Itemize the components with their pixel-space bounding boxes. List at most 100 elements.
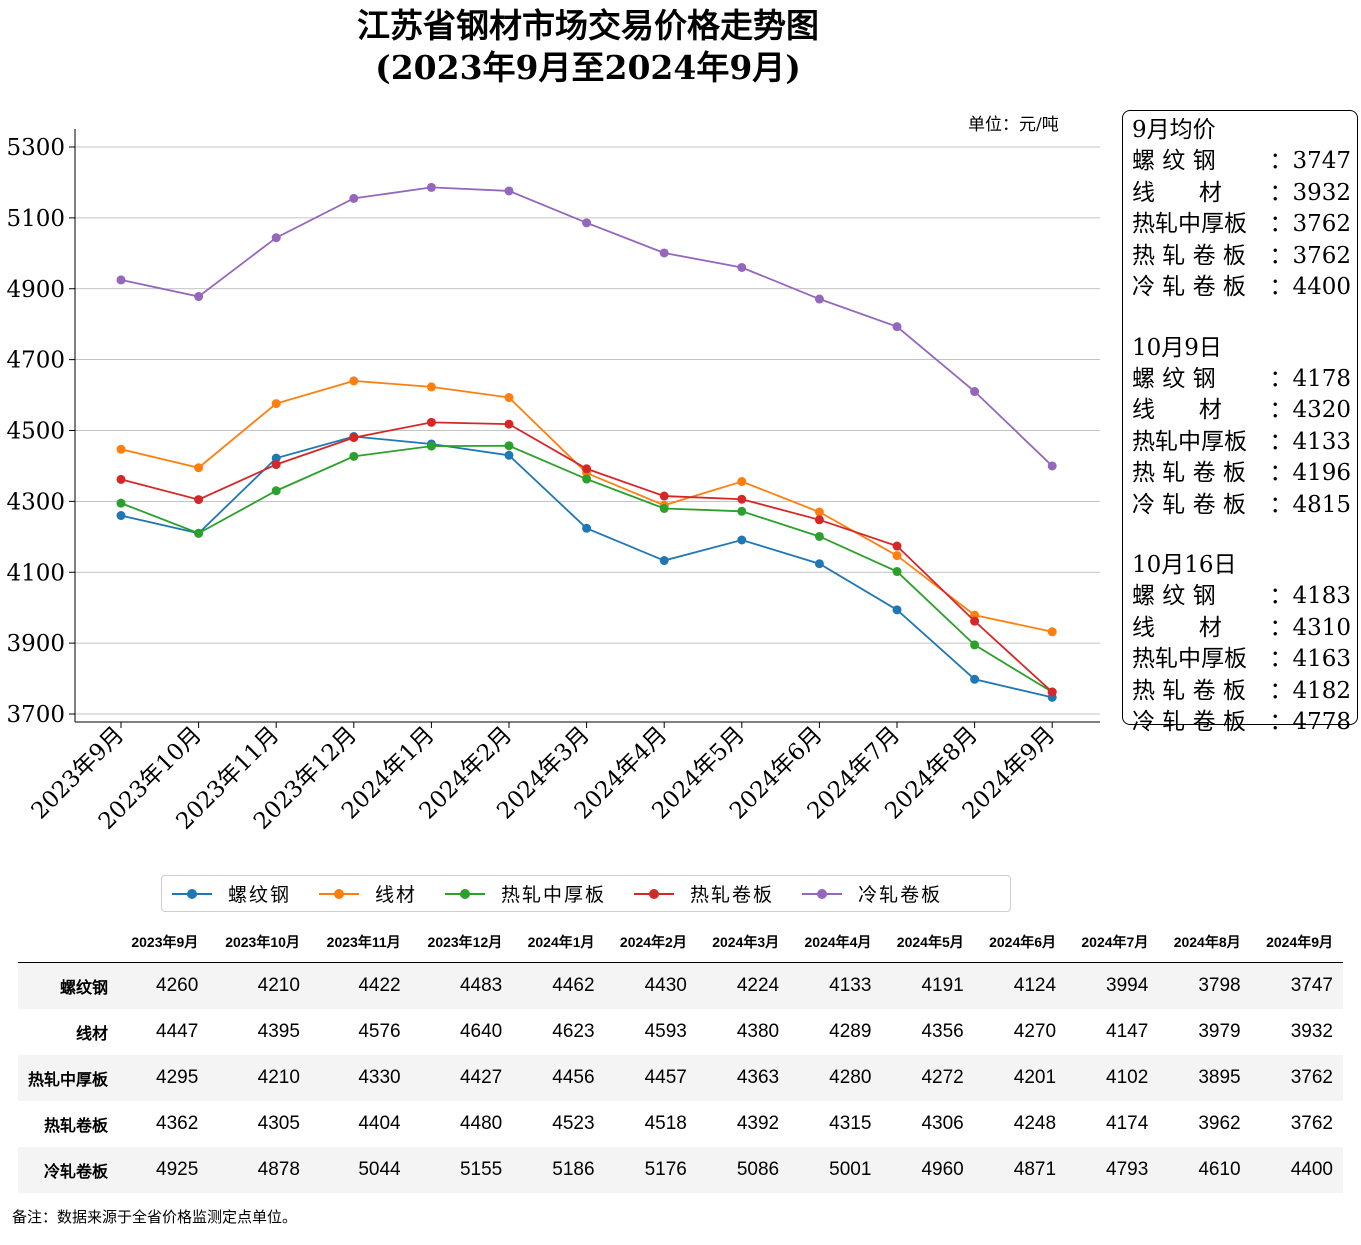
data-point-热轧卷板 xyxy=(349,433,359,443)
data-point-线材 xyxy=(814,507,824,517)
table-row-header: 线材 xyxy=(75,1026,108,1043)
price-table: 2023年9月 2023年10月 2023年11月 2023年12月 2024年1月 20… xyxy=(18,922,1343,1193)
table-column-header: 2024年1月 xyxy=(512,922,605,963)
info-row-value: ：4163 xyxy=(1269,646,1351,672)
info-row: 热 轧 卷 板 ：4182 xyxy=(1132,676,1351,708)
table-cell: 4210 xyxy=(257,975,300,996)
info-row-value: ：4182 xyxy=(1269,677,1351,704)
table-cell: 3798 xyxy=(1198,975,1241,996)
table-cell: 4248 xyxy=(1013,1113,1057,1134)
table-cell: 5176 xyxy=(644,1159,687,1180)
table-cell: 4392 xyxy=(736,1113,780,1134)
data-point-热轧卷板 xyxy=(194,495,204,505)
data-point-螺纹钢 xyxy=(116,511,126,521)
data-point-线材 xyxy=(271,399,281,409)
data-point-热轧卷板 xyxy=(426,417,436,427)
info-row: 冷 轧 卷 板 ：4778 xyxy=(1132,707,1351,739)
info-row-name: 线 材 xyxy=(1132,614,1222,641)
data-point-冷轧卷板 xyxy=(970,387,980,397)
data-point-热轧卷板 xyxy=(1047,687,1057,697)
table-row: 热轧卷板 4362 4305 4404 4480 4523 4518 4392 4315 4306… xyxy=(18,1101,1343,1147)
info-row: 螺 纹 钢 ：4178 xyxy=(1132,364,1351,396)
table-cell: 4793 xyxy=(1106,1159,1149,1180)
table-cell: 5001 xyxy=(829,1159,872,1180)
y-tick-label: 3700 xyxy=(6,702,65,728)
info-row-name: 冷 轧 卷 板 xyxy=(1132,274,1246,300)
data-point-线材 xyxy=(1047,627,1057,637)
data-point-热轧中厚板 xyxy=(814,531,824,541)
info-row-value: ：4400 xyxy=(1269,274,1351,300)
data-point-热轧卷板 xyxy=(582,464,592,474)
data-point-冷轧卷板 xyxy=(814,294,824,304)
table-cell: 4210 xyxy=(257,1067,300,1088)
y-tick-label: 4500 xyxy=(6,419,65,445)
table-cell: 4147 xyxy=(1106,1021,1149,1042)
info-row-value: ：4133 xyxy=(1269,428,1351,455)
data-point-热轧中厚板 xyxy=(582,474,592,484)
info-row-value: ：3932 xyxy=(1269,179,1351,206)
unit-label: 单位：元/吨 xyxy=(968,115,1059,135)
table-cell: 5044 xyxy=(358,1159,401,1180)
data-point-热轧中厚板 xyxy=(194,528,204,538)
table-cell: 4289 xyxy=(829,1021,872,1042)
table-cell: 4960 xyxy=(921,1159,964,1180)
table-cell: 3762 xyxy=(1290,1113,1333,1134)
table-cell: 4380 xyxy=(736,1021,780,1042)
info-row-name: 线 材 xyxy=(1132,179,1222,206)
data-point-线材 xyxy=(116,444,126,454)
data-point-冷轧卷板 xyxy=(194,292,204,302)
info-heading: 9月均价 xyxy=(1132,117,1216,143)
table-cell: 3979 xyxy=(1198,1021,1241,1042)
table-cell: 4422 xyxy=(358,975,401,996)
data-point-冷轧卷板 xyxy=(504,186,514,196)
legend-marker-icon xyxy=(634,887,675,901)
data-point-冷轧卷板 xyxy=(892,322,902,332)
info-row-name: 冷 轧 卷 板 xyxy=(1132,491,1246,518)
info-row: 热轧中厚板 ：4133 xyxy=(1132,427,1351,459)
table-cell: 4295 xyxy=(156,1067,199,1088)
data-point-热轧卷板 xyxy=(271,460,281,470)
info-row-value: ：4310 xyxy=(1269,614,1351,641)
info-row: 热轧中厚板 ：3762 xyxy=(1132,209,1351,241)
legend-item: 热轧中厚板 xyxy=(445,880,606,907)
info-row-name: 线 材 xyxy=(1132,397,1222,423)
legend-marker-icon xyxy=(319,887,360,901)
table-column-header: 2024年4月 xyxy=(789,922,882,963)
table-column-header: 2024年2月 xyxy=(604,922,697,963)
data-point-冷轧卷板 xyxy=(426,182,436,192)
data-point-线材 xyxy=(737,477,747,487)
table-cell: 4640 xyxy=(459,1021,503,1042)
data-point-热轧卷板 xyxy=(659,491,669,501)
table-column-header: 2023年9月 xyxy=(116,922,209,963)
info-row-name: 热轧中厚板 xyxy=(1132,428,1247,455)
table-cell: 4462 xyxy=(552,975,595,996)
table-cell: 4395 xyxy=(257,1021,300,1042)
table-column-header: 2024年6月 xyxy=(973,922,1067,963)
data-point-热轧中厚板 xyxy=(659,503,669,513)
y-tick-label: 4900 xyxy=(6,277,65,303)
series-line-热轧卷板 xyxy=(120,421,1053,693)
legend-marker-icon xyxy=(802,887,843,901)
data-point-螺纹钢 xyxy=(892,605,902,615)
series-line-线材 xyxy=(120,379,1053,633)
table-cell: 4306 xyxy=(921,1113,964,1134)
info-group: 10月16日螺 纹 钢 ：4183 线 材 ：4310 热轧中厚板 ：4163 热 轧 卷 … xyxy=(1132,550,1351,739)
table-cell: 4523 xyxy=(552,1113,595,1134)
series-line-冷轧卷板 xyxy=(120,186,1053,467)
table-cell: 4224 xyxy=(736,975,780,996)
info-row: 线 材 ：4310 xyxy=(1132,613,1351,645)
info-row-value: ：4815 xyxy=(1269,491,1351,518)
table-column-header: 2024年5月 xyxy=(881,922,974,963)
table-cell: 4457 xyxy=(644,1067,687,1088)
table-cell: 4270 xyxy=(1013,1021,1057,1042)
y-tick-label: 5300 xyxy=(6,135,65,161)
data-point-热轧中厚板 xyxy=(116,498,126,508)
info-row-name: 螺 纹 钢 xyxy=(1132,365,1216,392)
info-row: 螺 纹 钢 ：3747 xyxy=(1132,146,1351,178)
table-row: 热轧中厚板 4295 4210 4330 4427 4456 4457 4363 4280 427… xyxy=(18,1055,1343,1101)
data-point-冷轧卷板 xyxy=(271,233,281,243)
info-row-value: ：4178 xyxy=(1269,365,1351,392)
table-cell: 3932 xyxy=(1290,1021,1333,1042)
table-cell: 4400 xyxy=(1290,1159,1333,1180)
table-cell: 4480 xyxy=(459,1113,503,1134)
